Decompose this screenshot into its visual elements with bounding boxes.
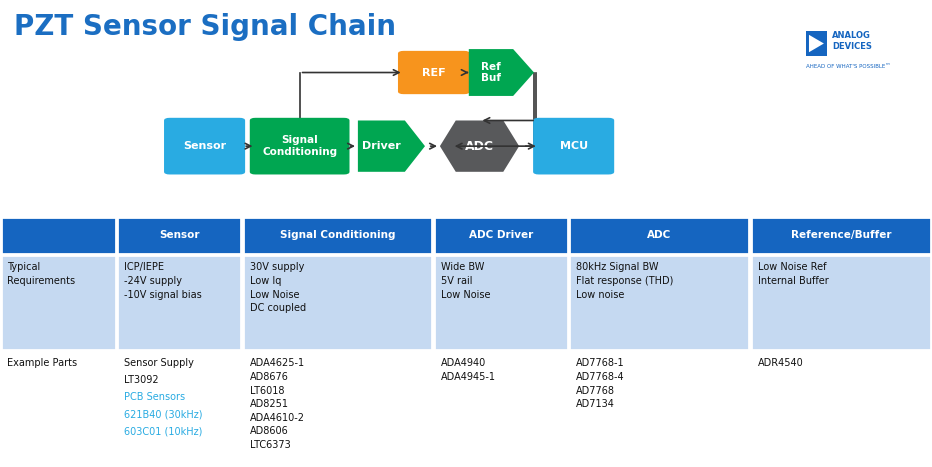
- FancyBboxPatch shape: [751, 217, 931, 254]
- FancyBboxPatch shape: [117, 351, 241, 446]
- FancyBboxPatch shape: [1, 255, 116, 350]
- FancyBboxPatch shape: [434, 351, 568, 446]
- Text: Wide BW
5V rail
Low Noise: Wide BW 5V rail Low Noise: [441, 262, 490, 300]
- Text: ADC Driver: ADC Driver: [469, 230, 533, 241]
- FancyBboxPatch shape: [243, 351, 432, 446]
- Text: Sensor: Sensor: [183, 141, 226, 151]
- Text: LT3092: LT3092: [124, 375, 158, 385]
- FancyBboxPatch shape: [243, 255, 432, 350]
- Text: ICP/IEPE
-24V supply
-10V signal bias: ICP/IEPE -24V supply -10V signal bias: [124, 262, 201, 300]
- FancyBboxPatch shape: [569, 255, 749, 350]
- Text: ADC: ADC: [465, 140, 494, 153]
- Polygon shape: [469, 49, 534, 96]
- Text: PZT Sensor Signal Chain: PZT Sensor Signal Chain: [14, 14, 396, 42]
- Text: 621B40 (30kHz): 621B40 (30kHz): [124, 409, 202, 419]
- FancyBboxPatch shape: [250, 118, 350, 175]
- Text: Example Parts: Example Parts: [7, 358, 77, 368]
- Text: REF: REF: [422, 68, 445, 78]
- Text: ADA4940
ADA4945-1: ADA4940 ADA4945-1: [441, 358, 496, 382]
- Polygon shape: [358, 120, 425, 172]
- Polygon shape: [809, 35, 824, 52]
- FancyBboxPatch shape: [751, 351, 931, 446]
- Text: Driver: Driver: [362, 141, 401, 151]
- Text: Typical
Requirements: Typical Requirements: [7, 262, 75, 286]
- Text: PCB Sensors: PCB Sensors: [124, 392, 185, 402]
- Text: MCU: MCU: [559, 141, 588, 151]
- Text: ADC: ADC: [647, 230, 672, 241]
- FancyBboxPatch shape: [751, 255, 931, 350]
- Text: 30V supply
Low Iq
Low Noise
DC coupled: 30V supply Low Iq Low Noise DC coupled: [250, 262, 306, 313]
- Text: Signal
Conditioning: Signal Conditioning: [262, 135, 337, 157]
- Text: 80kHz Signal BW
Flat response (THD)
Low noise: 80kHz Signal BW Flat response (THD) Low …: [576, 262, 673, 300]
- Text: Sensor Supply: Sensor Supply: [124, 358, 194, 368]
- Text: ANALOG
DEVICES: ANALOG DEVICES: [832, 31, 872, 50]
- FancyBboxPatch shape: [164, 118, 245, 175]
- FancyBboxPatch shape: [533, 118, 614, 175]
- Text: 603C01 (10kHz): 603C01 (10kHz): [124, 426, 202, 436]
- Polygon shape: [440, 120, 519, 172]
- FancyBboxPatch shape: [569, 351, 749, 446]
- Text: Low Noise Ref
Internal Buffer: Low Noise Ref Internal Buffer: [758, 262, 829, 286]
- Text: Sensor: Sensor: [159, 230, 199, 241]
- FancyBboxPatch shape: [117, 255, 241, 350]
- FancyBboxPatch shape: [806, 31, 827, 56]
- FancyBboxPatch shape: [1, 351, 116, 446]
- Text: ADA4625-1
AD8676
LT6018
AD8251
ADA4610-2
AD8606
LTC6373: ADA4625-1 AD8676 LT6018 AD8251 ADA4610-2…: [250, 358, 305, 450]
- Text: Signal Conditioning: Signal Conditioning: [281, 230, 395, 241]
- Text: Ref
Buf: Ref Buf: [481, 62, 501, 83]
- FancyBboxPatch shape: [117, 217, 241, 254]
- FancyBboxPatch shape: [569, 217, 749, 254]
- FancyBboxPatch shape: [434, 217, 568, 254]
- FancyBboxPatch shape: [1, 217, 116, 254]
- FancyBboxPatch shape: [398, 51, 470, 94]
- Text: Reference/Buffer: Reference/Buffer: [791, 230, 891, 241]
- Text: AD7768-1
AD7768-4
AD7768
AD7134: AD7768-1 AD7768-4 AD7768 AD7134: [576, 358, 624, 409]
- Text: AHEAD OF WHAT'S POSSIBLE™: AHEAD OF WHAT'S POSSIBLE™: [806, 64, 891, 69]
- Text: ADR4540: ADR4540: [758, 358, 803, 368]
- FancyBboxPatch shape: [243, 217, 432, 254]
- FancyBboxPatch shape: [434, 255, 568, 350]
